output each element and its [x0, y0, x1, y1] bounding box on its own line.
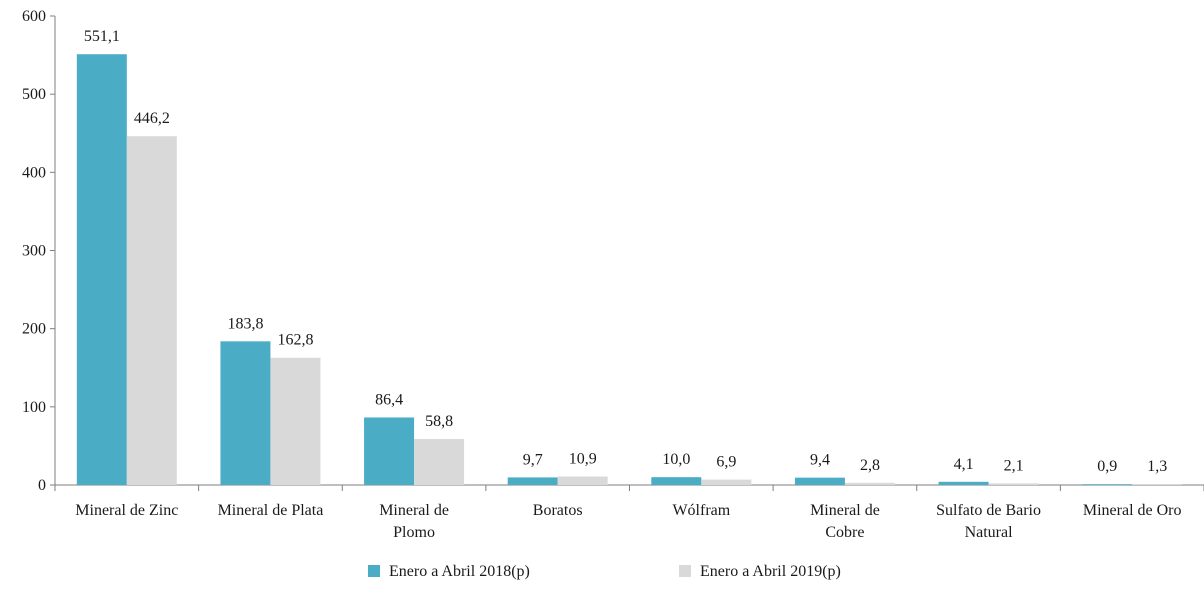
data-label: 551,1	[84, 28, 120, 45]
bar	[414, 439, 465, 485]
legend-label: Enero a Abril 2018(p)	[389, 563, 530, 580]
bar	[557, 476, 608, 485]
data-label: 2,8	[860, 457, 880, 474]
y-tick-label: 100	[22, 399, 46, 416]
data-labels: 551,1 446,2 183,8 162,8 86,4 58,8 9,7 10,9 10,0 6…	[84, 28, 1167, 475]
bar	[988, 483, 1039, 485]
category-label: Mineral de Zinc	[75, 502, 178, 519]
data-label: 9,4	[810, 452, 830, 469]
category-label: Sulfato de Bario Natural	[936, 502, 1041, 541]
category-label: Mineral de Plomo	[379, 502, 449, 541]
bar	[270, 357, 321, 485]
category-label: Wólfram	[672, 502, 730, 519]
legend: Enero a Abril 2018(p) Enero a Abril 2019(…	[368, 563, 841, 580]
data-label: 9,7	[523, 451, 543, 468]
data-label: 2,1	[1004, 457, 1024, 474]
legend-item: Enero a Abril 2019(p)	[679, 563, 841, 580]
x-axis	[54, 484, 1204, 491]
data-label: 6,9	[716, 454, 736, 471]
category-labels: Mineral de Zinc Mineral de Plata Mineral d…	[75, 502, 1181, 541]
data-label: 183,8	[227, 315, 263, 332]
y-tick-label: 600	[22, 8, 46, 25]
bar	[844, 482, 895, 485]
category-label: Mineral de Cobre	[810, 502, 880, 541]
bar	[126, 136, 177, 485]
category-label: Mineral de Oro	[1083, 502, 1182, 519]
bar	[364, 417, 415, 485]
bar	[1132, 483, 1183, 485]
bar	[651, 477, 702, 485]
bar	[701, 479, 752, 485]
data-label: 58,8	[425, 413, 453, 430]
data-label: 162,8	[277, 332, 313, 349]
bars	[76, 54, 1183, 485]
data-label: 0,9	[1097, 458, 1117, 475]
bar	[507, 477, 558, 485]
data-label: 86,4	[375, 391, 403, 408]
y-tick-label: 400	[22, 164, 46, 181]
y-tick-label: 0	[38, 477, 46, 494]
bar	[938, 481, 989, 485]
bar	[76, 54, 127, 485]
legend-label: Enero a Abril 2019(p)	[700, 563, 841, 580]
data-label: 1,3	[1147, 458, 1167, 475]
y-tick-label: 500	[22, 86, 46, 103]
legend-swatch	[679, 565, 691, 577]
category-label: Mineral de Plata	[218, 502, 324, 519]
bar	[1082, 484, 1133, 485]
bar	[220, 341, 271, 485]
legend-swatch	[368, 565, 380, 577]
legend-item: Enero a Abril 2018(p)	[368, 563, 530, 580]
category-label: Boratos	[533, 502, 583, 519]
y-tick-label: 300	[22, 243, 46, 260]
y-tick-label: 200	[22, 321, 46, 338]
data-label: 10,9	[569, 450, 597, 467]
y-axis: 0 100 200 300 400 500 600	[22, 8, 56, 494]
data-label: 446,2	[134, 110, 170, 127]
bar	[794, 477, 845, 485]
data-label: 10,0	[662, 451, 690, 468]
data-label: 4,1	[954, 456, 974, 473]
